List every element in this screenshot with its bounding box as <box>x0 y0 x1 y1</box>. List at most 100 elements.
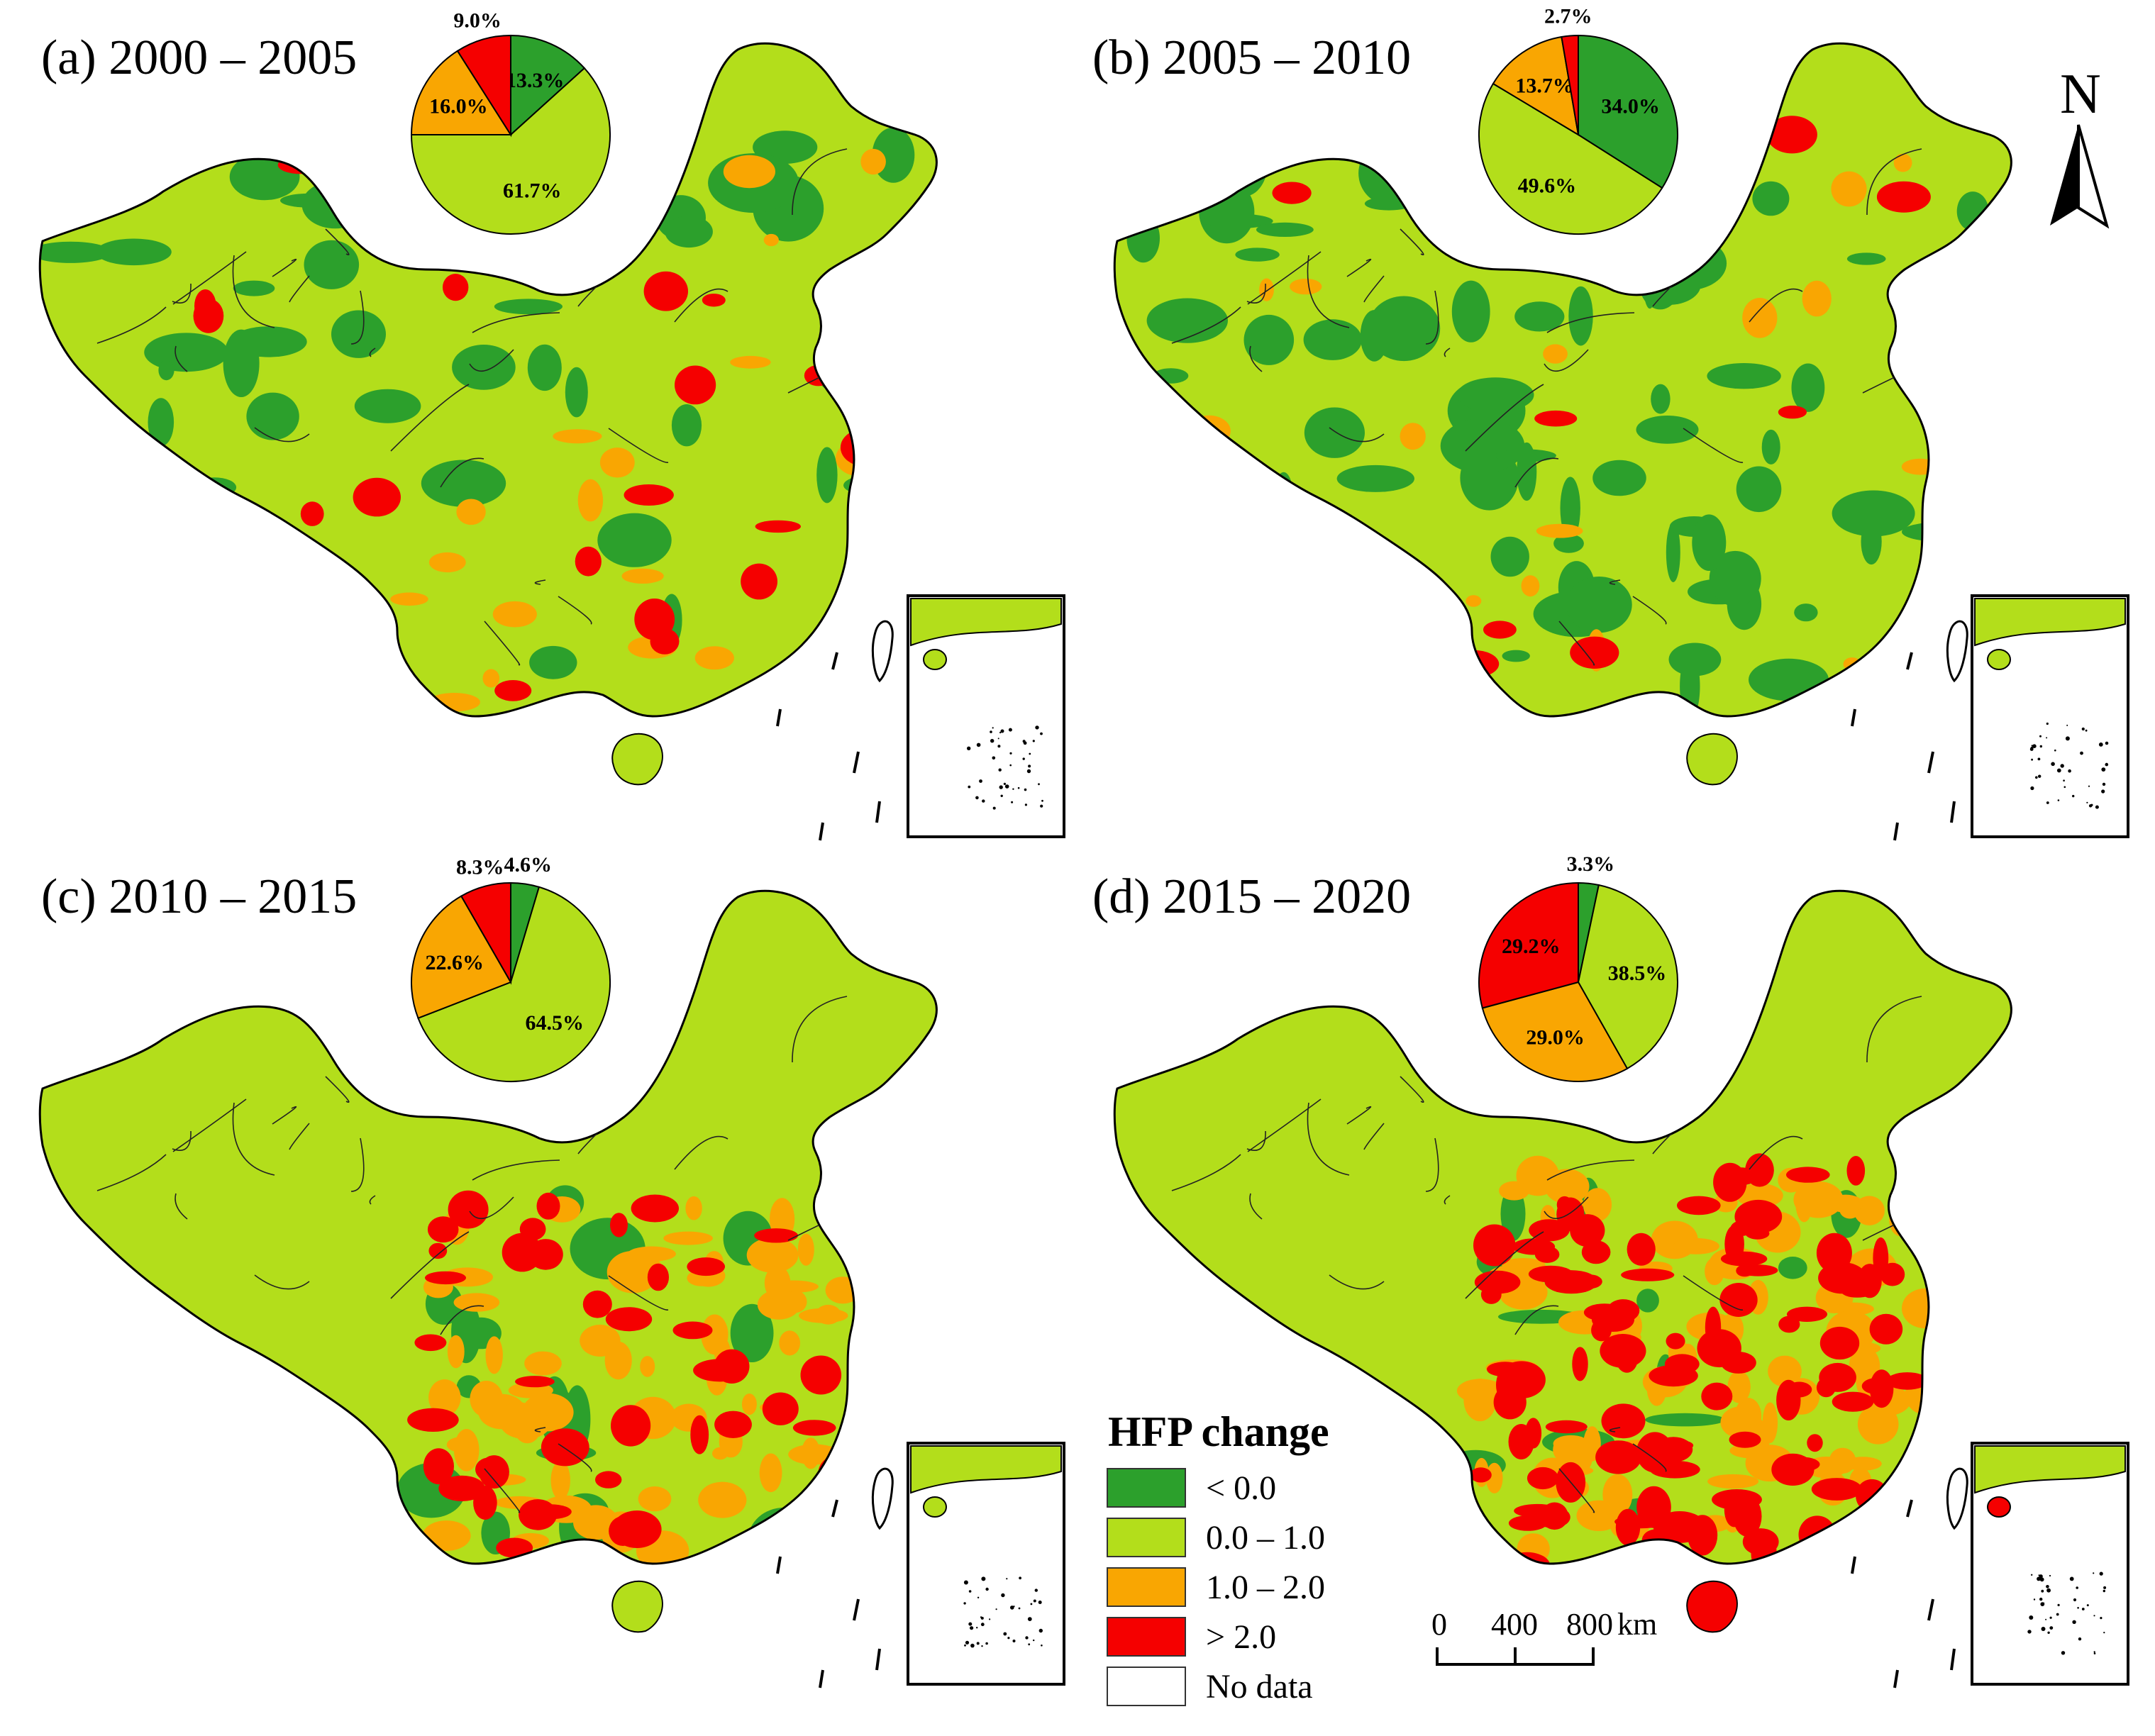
sea-islands <box>1851 1499 1956 1688</box>
hfp-patch <box>1707 1474 1759 1489</box>
pie-slice-label: 22.6% <box>426 951 484 974</box>
province-border <box>792 996 848 1063</box>
hfp-patch <box>1794 603 1818 622</box>
inset-island-dot <box>2033 1598 2036 1601</box>
hfp-patch <box>1819 1326 1860 1360</box>
legend-swatch <box>1107 1468 1186 1508</box>
province-border <box>172 251 247 305</box>
inset-island-dot <box>2056 1613 2059 1616</box>
hfp-patch <box>1893 1177 1930 1197</box>
hainan-island <box>1686 1580 1738 1633</box>
inset-island-dot <box>2105 764 2107 766</box>
pie-slice <box>456 34 511 138</box>
province-border <box>96 306 167 344</box>
hfp-patch <box>665 216 713 248</box>
hfp-patch <box>792 1420 836 1436</box>
hfp-patch <box>897 263 927 292</box>
hfp-patch <box>353 477 401 517</box>
hfp-patch <box>1802 280 1832 317</box>
inset-island-dot <box>2046 1588 2051 1593</box>
province-border <box>1307 255 1350 328</box>
province-border <box>1329 1274 1385 1290</box>
province-border <box>1514 457 1559 488</box>
inset-island-dot <box>976 1642 980 1645</box>
hfp-patch <box>1727 1370 1751 1403</box>
inset-island-dot <box>2046 722 2049 725</box>
taiwan-island <box>871 1467 894 1530</box>
hfp-patch <box>1893 1181 1945 1196</box>
hfp-patch <box>828 1203 853 1225</box>
hfp-patch <box>1849 1347 1880 1386</box>
inset-island-dot <box>1030 1603 1033 1606</box>
hfp-patch <box>40 461 87 489</box>
province-border <box>1609 579 1621 585</box>
hfp-patch <box>524 1351 562 1376</box>
inset-island-dot <box>995 1608 997 1610</box>
inset-island-dot <box>2080 751 2083 755</box>
hfp-patch <box>1127 663 1175 697</box>
inset-island-dot <box>2032 744 2037 748</box>
hfp-patch <box>1485 1462 1503 1493</box>
inset-island-dot <box>2045 1618 2047 1620</box>
hfp-patch <box>663 1231 713 1245</box>
hfp-patch <box>321 638 399 691</box>
hfp-patch <box>1913 633 1931 647</box>
hfp-patch <box>1766 116 1817 154</box>
legend-label: < 0.0 <box>1206 1469 1277 1507</box>
hfp-patch <box>470 1381 503 1418</box>
hfp-patch <box>1897 1471 1930 1507</box>
inset-island-dot <box>2065 736 2070 741</box>
legend-item-lt0: < 0.0 <box>1107 1464 1405 1514</box>
hfp-patch <box>1950 284 1991 306</box>
hfp-patch <box>698 1481 747 1518</box>
inset-island-dot <box>2049 1616 2052 1619</box>
pie-slice-label: 13.7% <box>1515 74 1574 98</box>
province-border <box>1749 288 1803 323</box>
hainan-island <box>611 1580 663 1633</box>
province-border <box>674 1135 729 1170</box>
pie-slice <box>1478 881 1579 1009</box>
province-border <box>272 1106 297 1125</box>
inset-island-dot <box>2085 729 2088 732</box>
hfp-patch <box>1727 132 1749 182</box>
island-mark <box>819 822 824 841</box>
hfp-patch <box>60 413 96 443</box>
inset-island-dot <box>2086 1604 2089 1607</box>
inset-island-dot <box>2037 1576 2041 1581</box>
inset-island-dot <box>989 1618 991 1620</box>
hfp-patch <box>158 360 174 381</box>
hfp-patch <box>650 628 680 655</box>
inset-island-dot <box>1013 1606 1015 1608</box>
hfp-patch <box>1331 626 1374 656</box>
province-border <box>1683 1275 1744 1311</box>
inset-island-dot <box>1001 1593 1005 1598</box>
province-border <box>174 1193 188 1220</box>
inset-island-dot <box>2066 724 2068 726</box>
hfp-patch <box>1644 1438 1694 1452</box>
hfp-patch <box>1707 363 1781 389</box>
inset-island-dot <box>2086 801 2088 803</box>
hfp-patch <box>1692 514 1727 571</box>
hfp-patch <box>515 1376 555 1388</box>
inset-island-dot <box>2039 745 2042 748</box>
hfp-patch <box>860 148 886 175</box>
inset-island-dot <box>2049 1574 2051 1577</box>
inset-island-dot <box>1003 782 1006 785</box>
hfp-patch <box>246 392 299 440</box>
inset-island-dot <box>2039 1597 2043 1601</box>
province-border <box>440 1305 484 1335</box>
pie-slice-label: 61.7% <box>503 179 562 202</box>
hfp-patch <box>482 669 500 688</box>
hfp-patch <box>745 1534 778 1559</box>
inset-island-dot <box>1012 788 1014 790</box>
inset-hainan <box>923 1496 947 1518</box>
hfp-patch <box>1651 384 1671 414</box>
inset-island-dot <box>2076 1586 2078 1589</box>
inset-island-dot <box>1006 1578 1008 1580</box>
hfp-patch <box>1869 1313 1903 1345</box>
island-mark <box>819 1669 824 1688</box>
hfp-patch <box>1749 658 1829 701</box>
north-arrow-label: N <box>2060 63 2101 126</box>
hfp-patch <box>104 693 138 717</box>
island-mark <box>1927 1598 1934 1621</box>
